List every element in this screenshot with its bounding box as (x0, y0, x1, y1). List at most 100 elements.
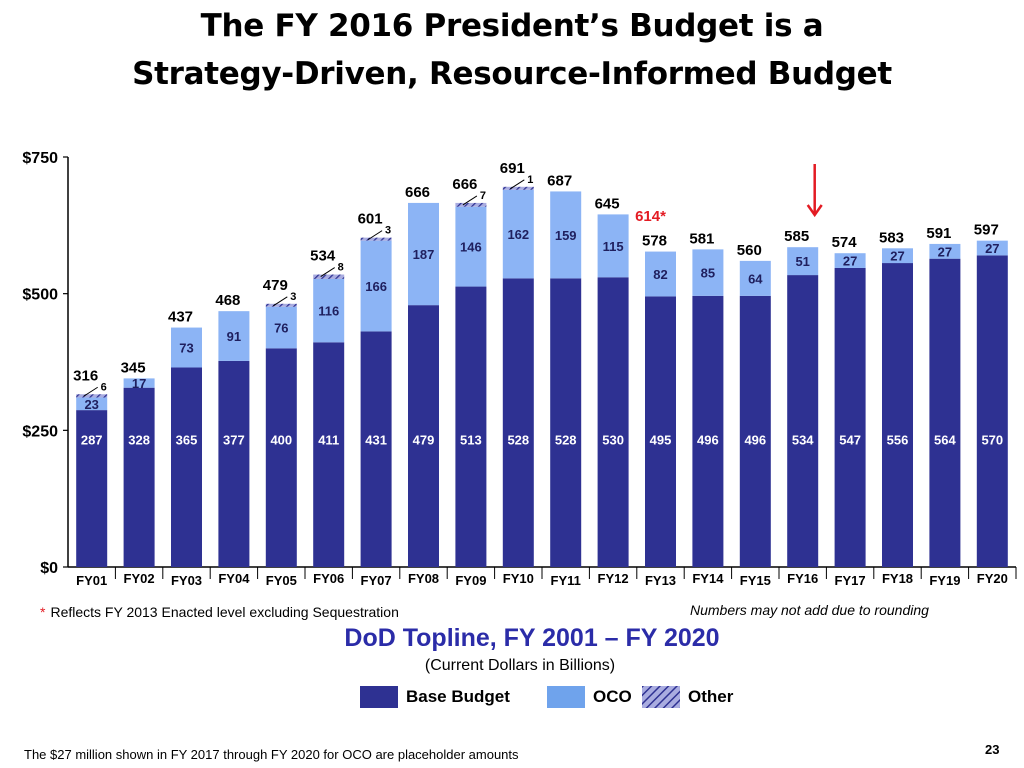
label-total-FY01: 316 (73, 367, 98, 384)
bar-base-FY13 (645, 296, 676, 567)
label-other-FY10: 1 (527, 174, 533, 186)
label-other-FY05: 3 (290, 291, 296, 303)
bar-other-FY09 (455, 202, 487, 207)
bar-other-FY07 (360, 237, 392, 241)
bottom-note: The $27 million shown in FY 2017 through… (24, 747, 519, 762)
label-other-FY01: 6 (101, 381, 107, 393)
bar-other-FY06 (313, 274, 345, 279)
label-oco-FY12: 115 (603, 239, 624, 254)
bar-other-FY01 (76, 394, 108, 398)
y-tick-label-250: $250 (22, 423, 58, 440)
x-tick-label-FY08: FY08 (408, 571, 439, 586)
bar-base-FY01 (76, 410, 108, 567)
label-total-FY07: 601 (358, 211, 383, 228)
bar-base-FY08 (408, 305, 439, 567)
label-base-FY10: 528 (507, 432, 529, 447)
leader-other-FY07 (367, 230, 383, 241)
label-special-total: 614* (635, 208, 666, 225)
footnote-rounding: Numbers may not add due to rounding (690, 602, 929, 618)
label-base-FY20: 570 (981, 432, 1003, 447)
label-oco-FY10: 162 (507, 227, 529, 242)
label-total-FY08: 666 (405, 184, 430, 201)
legend-swatch-other (642, 686, 680, 708)
bar-base-FY15 (739, 295, 771, 567)
chart-subtitle: DoD Topline, FY 2001 – FY 2020 (344, 624, 720, 652)
bar-base-FY17 (834, 267, 866, 567)
bar-oco-FY15 (739, 260, 771, 296)
legend-label-base: Base Budget (406, 687, 510, 706)
bar-oco-FY11 (550, 191, 582, 279)
label-oco-FY15: 64 (748, 271, 763, 286)
y-tick-label-500: $500 (22, 287, 58, 304)
label-base-FY18: 556 (887, 432, 909, 447)
label-total-FY04: 468 (215, 292, 240, 309)
label-base-FY02: 328 (128, 432, 150, 447)
label-oco-FY17: 27 (843, 254, 857, 269)
x-tick-label-FY18: FY18 (882, 571, 913, 586)
legend-label-oco: OCO (593, 687, 632, 706)
label-base-FY12: 530 (602, 432, 624, 447)
x-tick-label-FY15: FY15 (740, 573, 771, 588)
bar-base-FY12 (597, 277, 629, 567)
label-base-FY13: 495 (650, 432, 672, 447)
bar-oco-FY03 (171, 327, 202, 368)
bar-oco-FY07 (360, 240, 392, 332)
legend-swatch-base (360, 686, 398, 708)
bar-oco-FY13 (645, 251, 676, 297)
chart-units: (Current Dollars in Billions) (424, 657, 616, 674)
leader-other-FY01 (83, 386, 98, 397)
label-total-FY03: 437 (168, 309, 193, 326)
bar-base-FY06 (313, 342, 345, 567)
leader-other-FY05 (273, 296, 288, 307)
x-tick-label-FY07: FY07 (361, 573, 392, 588)
label-total-FY19: 591 (926, 225, 951, 242)
label-oco-FY18: 27 (890, 249, 904, 264)
bar-other-FY05 (265, 303, 297, 307)
label-total-FY02: 345 (121, 359, 146, 376)
label-base-FY14: 496 (697, 432, 719, 447)
x-tick-label-FY03: FY03 (171, 573, 202, 588)
bar-oco-FY18 (882, 248, 913, 264)
leader-other-FY10 (510, 179, 525, 190)
label-oco-FY20: 27 (985, 241, 999, 256)
x-tick-label-FY01: FY01 (76, 573, 107, 588)
y-tick-label-0: $0 (40, 560, 58, 577)
label-oco-FY04: 91 (227, 329, 241, 344)
x-tick-label-FY05: FY05 (266, 573, 297, 588)
bar-other-FY10 (502, 186, 534, 190)
label-other-FY09: 7 (480, 190, 486, 202)
label-oco-FY07: 166 (365, 279, 387, 294)
bar-oco-FY06 (313, 278, 345, 343)
bar-oco-FY02 (123, 378, 155, 388)
label-oco-FY14: 85 (701, 266, 715, 281)
bar-oco-FY17 (834, 253, 866, 268)
label-oco-FY19: 27 (938, 244, 952, 259)
bar-oco-FY01 (76, 397, 108, 411)
page-number: 23 (985, 742, 1000, 757)
x-tick-label-FY13: FY13 (645, 573, 676, 588)
leader-other-FY06 (320, 267, 335, 277)
label-oco-FY06: 116 (318, 304, 339, 319)
x-tick-label-FY12: FY12 (598, 571, 629, 586)
x-tick-label-FY06: FY06 (313, 571, 344, 586)
label-base-FY15: 496 (744, 432, 766, 447)
bar-base-FY02 (123, 387, 155, 567)
label-total-FY10: 691 (500, 160, 525, 177)
label-total-FY11: 687 (547, 172, 572, 189)
label-base-FY08: 479 (413, 432, 435, 447)
footnote-text: Reflects FY 2013 Enacted level excluding… (50, 604, 399, 620)
x-tick-label-FY19: FY19 (929, 573, 960, 588)
bar-base-FY14 (692, 295, 724, 567)
label-base-FY19: 564 (934, 432, 956, 447)
label-total-FY18: 583 (879, 229, 904, 246)
bar-oco-FY16 (787, 247, 819, 276)
title-line-1: The FY 2016 President’s Budget is a (200, 8, 824, 44)
x-tick-label-FY14: FY14 (692, 571, 724, 586)
bar-base-FY11 (550, 278, 582, 567)
label-base-FY16: 534 (792, 432, 814, 447)
label-total-FY09: 666 (452, 176, 477, 193)
x-tick-label-FY17: FY17 (835, 573, 866, 588)
x-tick-label-FY02: FY02 (124, 571, 155, 586)
x-tick-label-FY04: FY04 (218, 571, 250, 586)
bar-base-FY05 (265, 348, 297, 567)
